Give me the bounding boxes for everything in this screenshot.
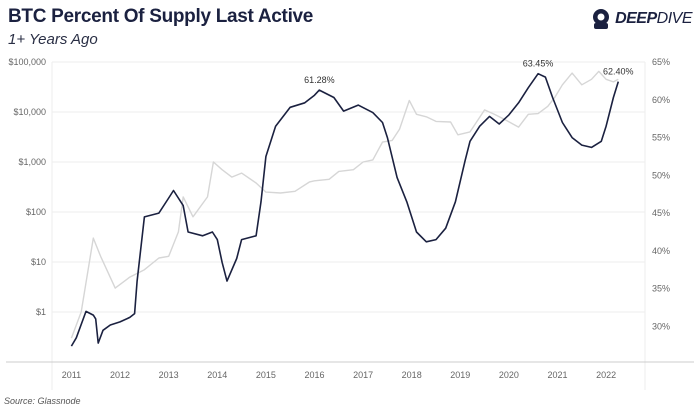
source-note: Source: Glassnode xyxy=(4,396,81,406)
x-axis-tick-label: 2013 xyxy=(159,370,179,380)
btc-price-line xyxy=(70,70,619,339)
diver-helmet-icon xyxy=(593,9,610,29)
peak-annotation-label: 63.45% xyxy=(523,59,554,69)
peak-annotation-label: 62.40% xyxy=(603,67,634,77)
right-axis-tick-label: 40% xyxy=(652,246,670,256)
left-axis-tick-label: $10,000 xyxy=(13,107,46,117)
left-axis-tick-label: $100,000 xyxy=(8,57,46,67)
x-axis-tick-label: 2019 xyxy=(450,370,470,380)
left-axis-tick-label: $10 xyxy=(31,257,46,267)
x-axis-tick-label: 2012 xyxy=(110,370,130,380)
logo-text: DEEPDIVE xyxy=(615,10,692,27)
x-axis-tick-label: 2017 xyxy=(353,370,373,380)
x-axis-tick-label: 2011 xyxy=(62,370,81,380)
right-axis-tick-label: 30% xyxy=(652,321,670,331)
x-axis-tick-label: 2022 xyxy=(596,370,616,380)
right-axis-tick-label: 60% xyxy=(652,95,670,105)
x-axis-tick-label: 2020 xyxy=(499,370,519,380)
right-axis-tick-label: 45% xyxy=(652,208,670,218)
percent-supply-line xyxy=(70,72,620,347)
x-axis-tick-label: 2015 xyxy=(256,370,276,380)
left-axis-tick-label: $1,000 xyxy=(18,157,46,167)
x-axis-tick-label: 2014 xyxy=(207,370,227,380)
deepdive-logo: DEEPDIVE xyxy=(591,8,693,30)
chart-title: BTC Percent Of Supply Last Active xyxy=(8,6,314,27)
x-axis-tick-label: 2016 xyxy=(304,370,324,380)
left-axis-tick-label: $1 xyxy=(36,307,46,317)
chart-subtitle: 1+ Years Ago xyxy=(8,31,98,48)
left-axis-tick-label: $100 xyxy=(26,207,46,217)
right-axis-tick-label: 55% xyxy=(652,133,670,143)
x-axis-tick-label: 2021 xyxy=(547,370,567,380)
right-axis-tick-label: 50% xyxy=(652,170,670,180)
right-axis-tick-label: 35% xyxy=(652,284,670,294)
right-axis-tick-label: 65% xyxy=(652,57,670,67)
x-axis-tick-label: 2018 xyxy=(402,370,422,380)
peak-annotation-label: 61.28% xyxy=(304,75,335,85)
